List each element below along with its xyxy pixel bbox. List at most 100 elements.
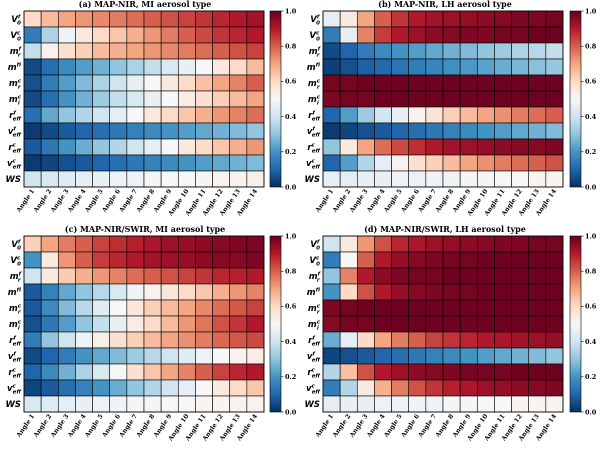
heatmap-cell [494,395,512,413]
heatmap-cell [75,42,93,60]
heatmap-cell [92,395,111,413]
heatmap-cell [511,267,530,285]
heatmap-cell [545,170,564,188]
heatmap-cell [160,170,179,188]
heatmap-cell [391,331,410,349]
y-tick-label: mc r [308,304,321,316]
heatmap-cell [40,138,59,156]
heatmap-cell [442,283,461,301]
heatmap-cell [356,74,375,92]
heatmap-cell [322,58,341,76]
heatmap-cell [494,299,512,317]
heatmap-cell [126,395,145,413]
heatmap-cell [143,315,162,333]
heatmap-cell [23,170,42,188]
heatmap-cell [511,74,530,92]
heatmap-cell [322,267,341,285]
y-tick-label: mc i [308,320,321,332]
heatmap-cell [160,138,179,156]
heatmap-cell [476,331,495,349]
y-tick-label: vc eff [306,159,321,171]
heatmap-cell [442,251,461,269]
y-tick-label: vc eff [306,384,321,396]
heatmap-cell [408,395,427,413]
heatmap-cell [126,90,145,108]
heatmap-cell [408,26,427,44]
heatmap-cell [246,106,265,124]
heatmap-cell [494,347,512,365]
heatmap-cell [40,379,59,397]
heatmap-cell [229,26,248,44]
heatmap-cell [195,26,213,44]
heatmap-cell [408,347,427,365]
heatmap-cell [75,299,93,317]
heatmap-cell [57,106,76,124]
y-tick-label: mf r [309,272,321,284]
heatmap-cell [339,267,358,285]
heatmap-cell [356,122,375,140]
heatmap-cell [391,267,410,285]
colorbar-tick-label: 0.4 [285,338,297,346]
heatmap-cell [408,170,427,188]
y-tick-label: rf eff [308,111,321,123]
heatmap-cell [92,122,111,140]
heatmap-cell [511,170,530,188]
heatmap-cell [57,331,76,349]
heatmap-cell [322,315,341,333]
heatmap-cell [442,347,461,365]
heatmap-cell [75,331,93,349]
heatmap-cell [425,395,444,413]
heatmap-cell [374,42,392,60]
heatmap-cell [229,299,248,317]
heatmap-cell [476,10,495,28]
heatmap-cell [57,283,76,301]
colorbar-tick-label: 0.4 [585,338,597,346]
heatmap-cell [40,251,59,269]
heatmap-cell [75,347,93,365]
heatmap-cell [494,379,512,397]
heatmap-cell [459,138,478,156]
heatmap-cell [425,299,444,317]
heatmap-cell [459,315,478,333]
heatmap-cell [92,26,111,44]
heatmap-cell [23,90,42,108]
heatmap-cell [425,58,444,76]
heatmap-cell [494,267,512,285]
heatmap-cell [160,154,179,172]
heatmap-cell [391,42,410,60]
heatmap-cell [143,26,162,44]
heatmap-cell [177,331,196,349]
y-tick-label: mc i [9,95,22,107]
colorbar-tick-label: 1.0 [585,7,597,15]
heatmap-cell [374,138,392,156]
heatmap-cell [408,235,427,253]
y-tick-label: Vf 0 [310,240,320,252]
heatmap-cell [229,331,248,349]
heatmap-cell [545,363,564,381]
heatmap-cell [442,170,461,188]
heatmap-cell [229,251,248,269]
heatmap-cell [126,170,145,188]
heatmap-cell [494,90,512,108]
heatmap-cell [511,138,530,156]
heatmap-cell [109,42,128,60]
heatmap-cell [494,42,512,60]
heatmap-cell [442,299,461,317]
heatmap-cell [391,235,410,253]
heatmap-cell [212,235,231,253]
heatmap-cell [195,379,213,397]
heatmap-cell [356,42,375,60]
heatmap-cell [246,90,265,108]
heatmap-cell [40,235,59,253]
heatmap-cell [195,315,213,333]
heatmap-cell [408,315,427,333]
heatmap-cell [339,331,358,349]
heatmap-cell [229,347,248,365]
heatmap-cell [459,395,478,413]
heatmap-cell [195,235,213,253]
heatmap-cell [195,395,213,413]
heatmap-cell [195,10,213,28]
heatmap-cell [212,363,231,381]
y-tick-label: WS [305,400,321,410]
heatmap-cell [177,363,196,381]
